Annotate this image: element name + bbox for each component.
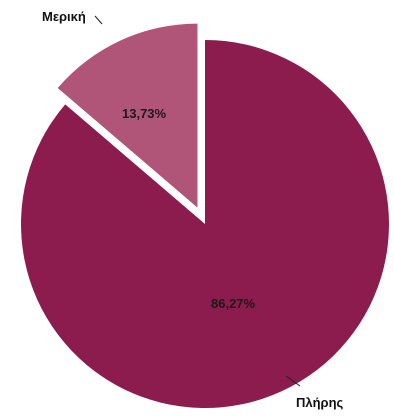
pie-slices xyxy=(20,23,389,408)
data-label-meriki: 13,73% xyxy=(122,106,167,121)
pie-slice-meriki xyxy=(57,23,198,208)
category-label-meriki: Μερική xyxy=(42,9,86,24)
leader-line-meriki xyxy=(94,15,103,25)
leader-line-pliris xyxy=(285,375,301,387)
data-label-pliris: 86,27% xyxy=(211,296,256,311)
category-label-pliris: Πλήρης xyxy=(296,395,344,410)
pie-slice-pliris xyxy=(20,40,389,408)
